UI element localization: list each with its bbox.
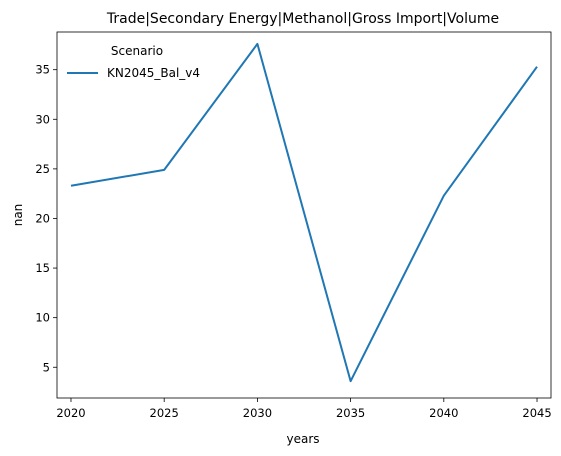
x-tick-label: 2045	[522, 406, 551, 420]
x-tick-label: 2020	[56, 406, 85, 420]
x-tick-label: 2030	[243, 406, 272, 420]
x-tick-label: 2035	[336, 406, 365, 420]
legend-entry-label: KN2045_Bal_v4	[107, 66, 200, 80]
x-axis-label: years	[286, 432, 319, 446]
x-axis: 2020 2025 2030 2035 2040 2045	[56, 398, 552, 420]
y-tick-label: 5	[43, 360, 50, 374]
series-line	[70, 42, 538, 383]
chart-title: Trade|Secondary Energy|Methanol|Gross Im…	[106, 11, 499, 27]
y-tick-label: 25	[35, 162, 50, 176]
series-layer	[70, 42, 538, 383]
y-tick-label: 15	[35, 261, 50, 275]
y-tick-label: 30	[35, 112, 50, 126]
legend-title: Scenario	[111, 44, 163, 58]
x-tick-label: 2025	[150, 406, 179, 420]
y-axis: 5 10 15 20 25 30 35	[35, 63, 57, 374]
plot-area	[56, 31, 552, 399]
y-axis-label: nan	[11, 204, 25, 227]
y-tick-label: 10	[35, 311, 50, 325]
x-tick-label: 2040	[429, 406, 458, 420]
legend: Scenario KN2045_Bal_v4	[67, 44, 200, 80]
y-tick-label: 35	[35, 63, 50, 77]
y-tick-label: 20	[35, 211, 50, 225]
